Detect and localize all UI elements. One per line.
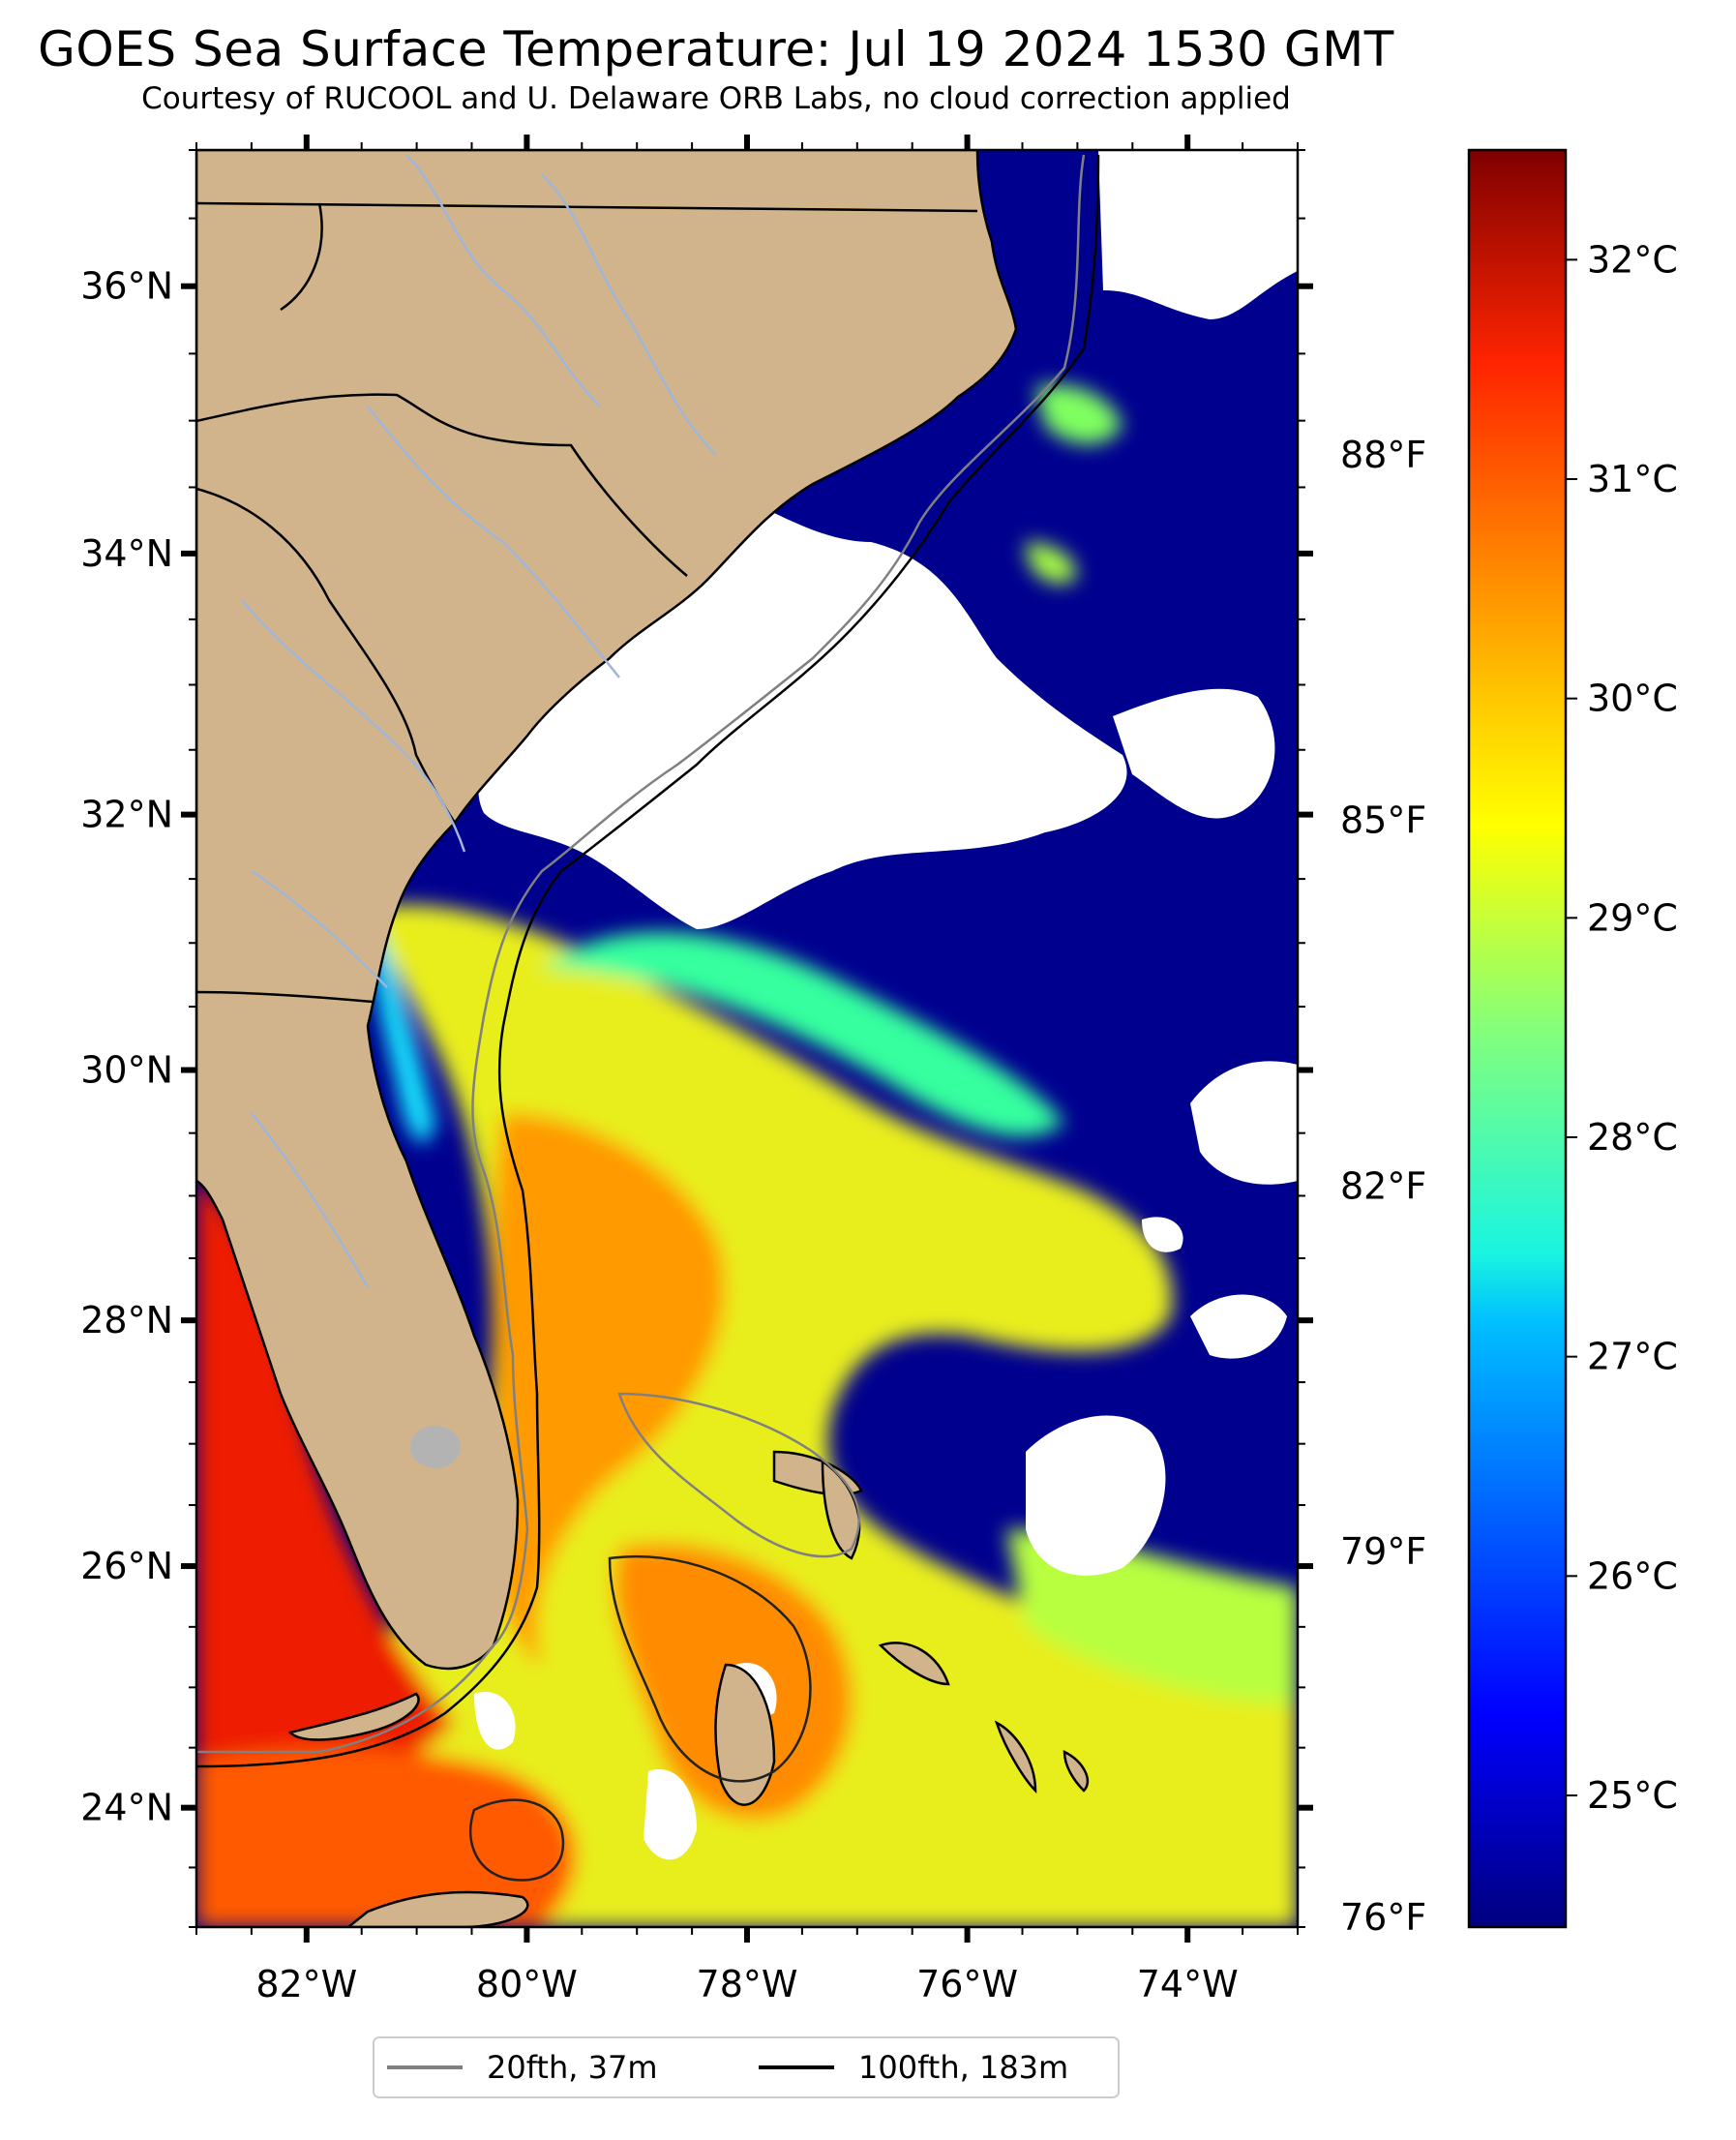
map-subtitle: Courtesy of RUCOOL and U. Delaware ORB L… (141, 81, 1291, 116)
lon-tick-label: 76°W (916, 1963, 1018, 2005)
sst-north-green-2 (1026, 542, 1076, 584)
cloud-southeast (1026, 1415, 1166, 1576)
colorbar-celsius-label: 26°C (1587, 1554, 1678, 1597)
colorbar-celsius-label: 29°C (1587, 896, 1678, 939)
sst-orange-core (491, 1113, 725, 1665)
lon-tick-label: 74°W (1137, 1963, 1239, 2005)
legend: 20fth, 37m 100fth, 183m (373, 2036, 1120, 2098)
colorbar-celsius-label: 28°C (1587, 1116, 1678, 1159)
border-ga-fl (196, 990, 374, 1004)
cloud-east (1190, 1061, 1298, 1185)
river-6 (251, 1112, 370, 1288)
colorbar-celsius-label: 32°C (1587, 238, 1678, 281)
sst-north-green (1035, 384, 1122, 444)
land-cuba (345, 1890, 529, 1927)
colorbar-celsius-label: 31°C (1587, 458, 1678, 500)
rivers (241, 154, 717, 1288)
land-eleuthera (878, 1642, 950, 1686)
legend-label-20fth: 20fth, 37m (487, 2049, 657, 2086)
colorbar-celsius-label: 27°C (1587, 1336, 1678, 1378)
land-florida-keys (287, 1692, 420, 1741)
river-5 (251, 869, 388, 988)
colorbar-fahrenheit-label: 85°F (1340, 799, 1426, 842)
lat-tick-label: 32°N (80, 794, 173, 836)
cloud-central-east (1113, 688, 1275, 819)
sst-green-band (542, 931, 1064, 1137)
river-3 (367, 406, 620, 678)
land (196, 150, 1090, 1927)
legend-label-100fth: 100fth, 183m (858, 2049, 1068, 2086)
lat-tick-label: 34°N (80, 532, 173, 575)
lat-tick-label: 36°N (80, 265, 173, 308)
colorbar-ticks: 25°C 26°C 27°C 28°C 29°C 30°C 31°C 32°C 88°F 85°F… (1340, 238, 1678, 1939)
colorbar-fahrenheit-label: 76°F (1340, 1896, 1426, 1939)
land-us-mainland (196, 150, 1018, 1671)
isobaths (196, 154, 1100, 1882)
land-cat-island (1063, 1749, 1090, 1793)
legend-box (373, 2036, 1120, 2098)
lon-tick-label: 78°W (697, 1963, 798, 2005)
cloud-north (1098, 150, 1298, 319)
lat-tick-label: 24°N (80, 1787, 173, 1829)
isobath-100fth (196, 154, 1100, 1768)
colorbar-fahrenheit-label: 88°F (1340, 434, 1426, 476)
border-nc-sc (196, 393, 688, 577)
sst-orange-keys (196, 1748, 576, 1927)
river-1 (405, 154, 601, 407)
land-exuma (994, 1720, 1037, 1794)
river-2 (541, 173, 717, 456)
cloud-east-3 (1142, 1217, 1183, 1252)
isobath-20fth (196, 154, 1086, 1754)
isobath-bahamas-100 (608, 1554, 812, 1783)
colorbar-fahrenheit-label: 79°F (1340, 1530, 1426, 1573)
sst-cyan-nearshore (372, 919, 435, 1143)
colorbar (1467, 148, 1568, 1929)
map-title: GOES Sea Surface Temperature: Jul 19 202… (38, 21, 1394, 77)
cloud-east-2 (1190, 1294, 1287, 1359)
cloud-south-2 (474, 1692, 516, 1750)
lake-okeechobee (410, 1426, 461, 1468)
cloud-south-1 (644, 1769, 697, 1860)
axis-ticks: 82°W 80°W 78°W 76°W 74°W 36°N 34°N 32°N 30°N 28°N… (80, 135, 1313, 2005)
lon-tick-label: 80°W (476, 1963, 578, 2005)
border-va-nc (196, 201, 978, 213)
lat-tick-label: 28°N (80, 1299, 173, 1341)
isobath-bahamas-20 (617, 1392, 861, 1558)
isobath-cay-sal (469, 1798, 565, 1882)
river-4 (241, 599, 466, 853)
lat-tick-label: 30°N (80, 1049, 173, 1092)
lon-tick-label: 82°W (255, 1963, 357, 2005)
colorbar-celsius-label: 30°C (1587, 678, 1678, 720)
colorbar-celsius-label: 25°C (1587, 1774, 1678, 1817)
land-andros (714, 1663, 776, 1806)
map-area (196, 150, 1298, 1927)
border-tn-nc (280, 202, 323, 312)
lat-tick-label: 26°N (80, 1545, 173, 1587)
colorbar-fahrenheit-label: 82°F (1340, 1164, 1426, 1207)
